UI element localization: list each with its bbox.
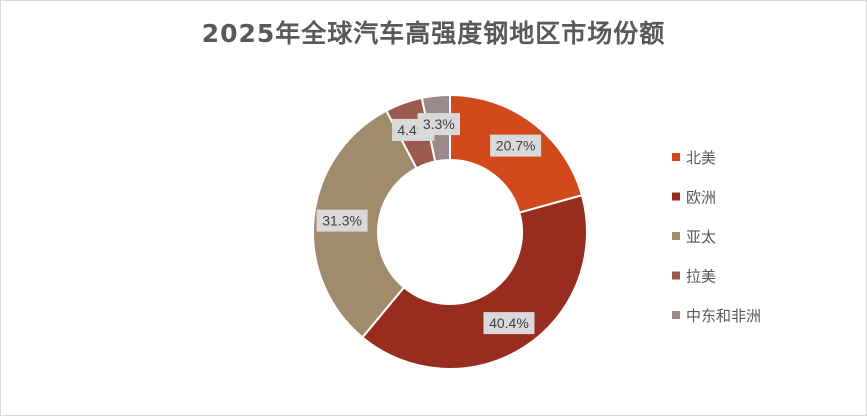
legend-item-2: 欧洲 (672, 190, 716, 207)
legend-item-5: 中东和非洲 (672, 308, 761, 325)
legend-item-3: 亚太 (672, 229, 716, 246)
data-label-5: 3.3% (417, 113, 460, 136)
legend-label: 亚太 (686, 229, 716, 246)
data-label-box (483, 312, 535, 335)
data-label-box (490, 134, 542, 157)
legend-label: 中东和非洲 (686, 308, 761, 325)
data-label-2: 40.4% (483, 312, 535, 335)
chart-title: 2025年全球汽车高强度钢地区市场份额 (201, 19, 666, 48)
data-label-text: 3.3% (423, 116, 455, 132)
data-label-text: 20.7% (496, 138, 536, 154)
legend-swatch (672, 153, 680, 161)
legend-label: 北美 (686, 150, 716, 167)
legend-swatch (672, 192, 680, 201)
data-label-1: 20.7% (490, 134, 542, 157)
data-label-box (417, 113, 460, 136)
legend-label: 欧洲 (686, 190, 716, 207)
data-label-text: 40.4% (489, 315, 529, 331)
legend-label: 拉美 (686, 269, 716, 286)
data-label-text: 31.3% (322, 213, 362, 229)
legend-swatch (672, 311, 680, 319)
slices-group (312, 93, 588, 370)
data-label-box (316, 209, 368, 232)
data-labels-group: 20.7%40.4%31.3%4.4%3.3% (316, 113, 542, 335)
legend-item-1: 北美 (672, 150, 716, 167)
legend-swatch (672, 232, 680, 240)
legend-swatch (672, 271, 680, 280)
legend-item-4: 拉美 (672, 269, 716, 286)
data-label-3: 31.3% (316, 209, 368, 232)
